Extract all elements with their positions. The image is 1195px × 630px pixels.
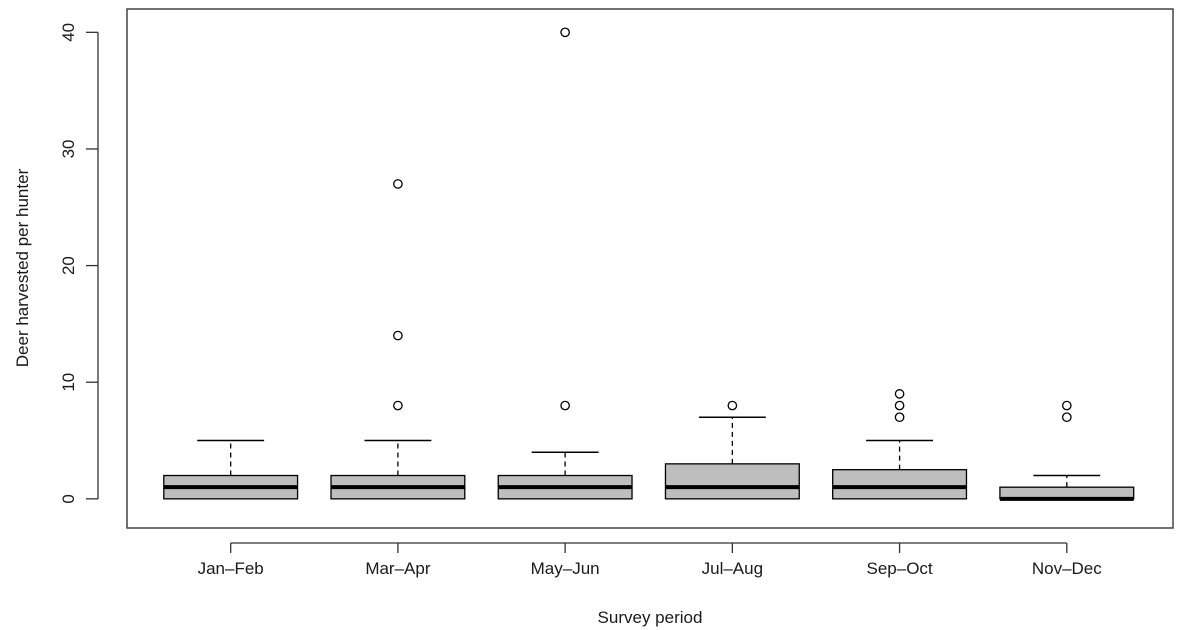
box-6 — [999, 400, 1135, 501]
y-axis-title: Deer harvested per hunter — [13, 168, 32, 367]
box-iqr — [664, 463, 800, 500]
box-3 — [497, 27, 633, 500]
outlier-point — [894, 389, 905, 399]
y-tick-label: 30 — [59, 139, 78, 158]
x-tick-label: Jul–Aug — [702, 559, 763, 578]
x-tick-label: Sep–Oct — [867, 559, 933, 578]
x-axis: Jan–Feb Mar–Apr May–Jun Jul–Aug Sep–Oct Nov–D… — [198, 542, 1102, 578]
y-tick-label: 10 — [59, 373, 78, 392]
outlier-point — [393, 400, 403, 411]
box-5 — [832, 389, 968, 500]
outlier-point — [894, 400, 905, 411]
box-iqr — [832, 469, 968, 500]
y-tick-label: 20 — [59, 256, 78, 275]
x-tick-label: Nov–Dec — [1032, 559, 1102, 578]
outlier-point — [560, 27, 570, 38]
plot-frame — [126, 8, 1174, 529]
outlier-point — [393, 330, 403, 341]
outlier-point — [393, 179, 403, 189]
box-4 — [664, 400, 800, 500]
x-tick-label: Mar–Apr — [365, 559, 431, 578]
box-2 — [330, 179, 466, 500]
y-tick-label: 40 — [59, 23, 78, 42]
box-series — [163, 27, 1135, 501]
x-axis-title: Survey period — [598, 608, 703, 627]
x-tick-label: Jan–Feb — [198, 559, 264, 578]
outlier-point — [1061, 412, 1072, 423]
x-tick-label: May–Jun — [531, 559, 600, 578]
outlier-point — [894, 412, 905, 423]
y-axis: 0 10 20 30 40 — [59, 23, 99, 504]
outlier-point — [560, 400, 570, 411]
y-tick-label: 0 — [59, 494, 78, 503]
outlier-point — [727, 400, 738, 411]
outlier-point — [1061, 400, 1072, 411]
box-1 — [163, 439, 299, 500]
